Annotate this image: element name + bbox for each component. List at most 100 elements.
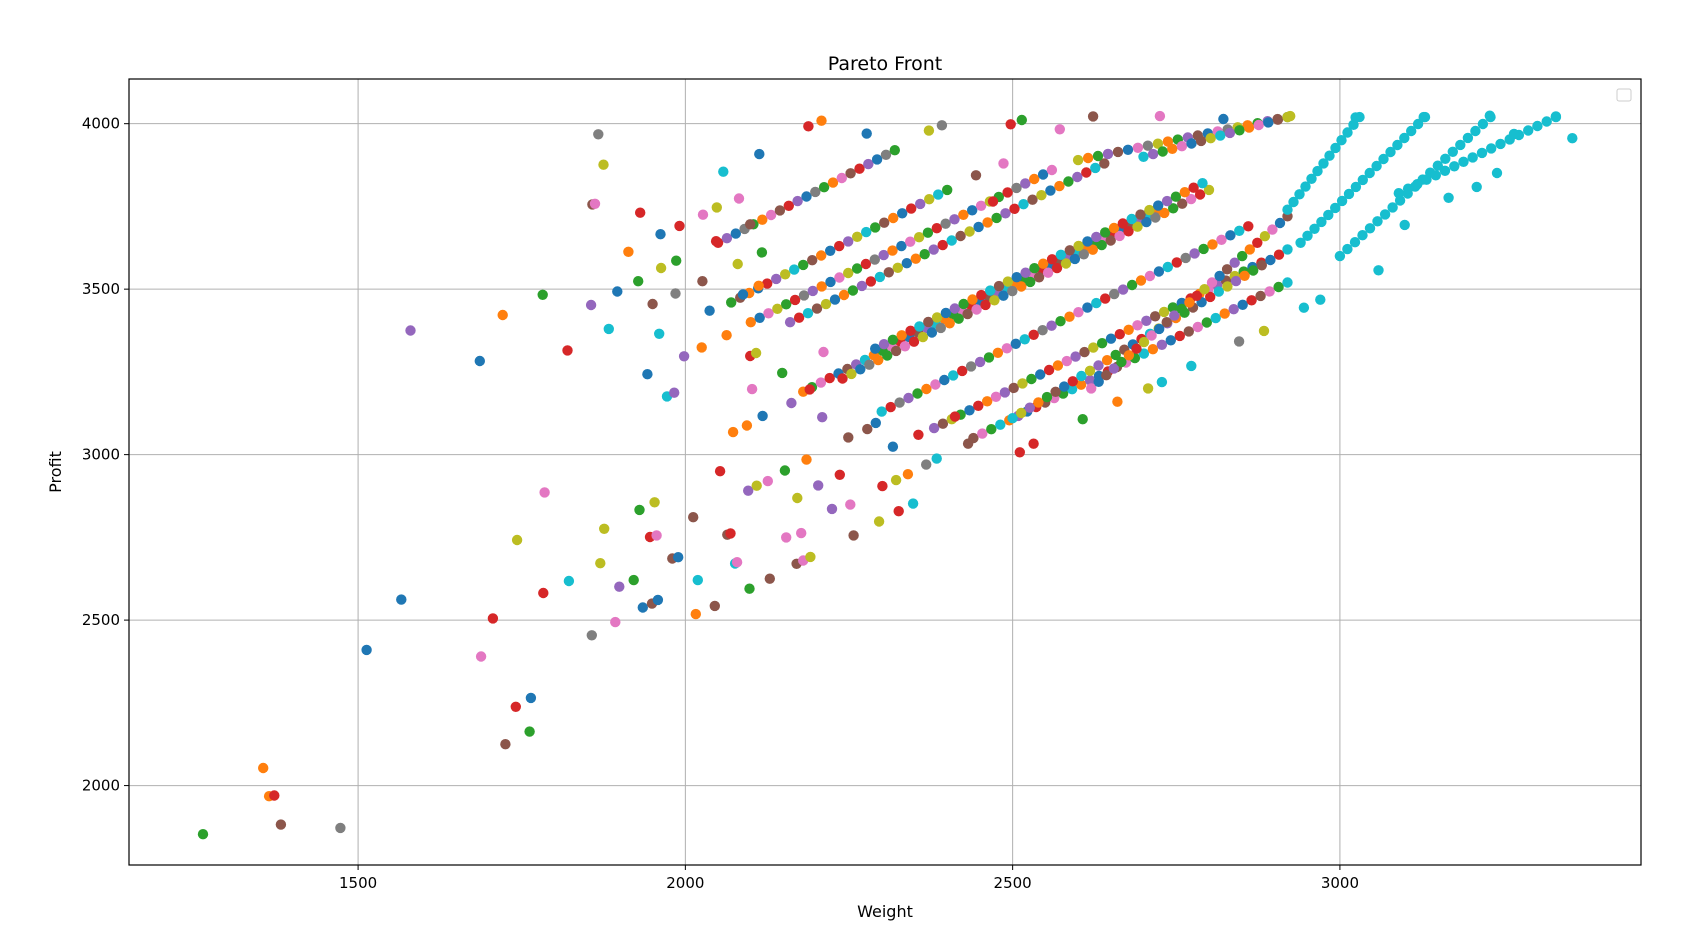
data-point bbox=[870, 343, 881, 354]
data-point bbox=[1455, 139, 1466, 151]
data-point bbox=[970, 170, 982, 181]
data-point bbox=[801, 191, 812, 202]
data-point bbox=[1567, 133, 1578, 144]
data-point bbox=[1016, 407, 1027, 419]
data-point bbox=[889, 145, 900, 156]
data-point bbox=[1267, 224, 1278, 235]
data-point bbox=[1076, 370, 1087, 382]
data-point bbox=[361, 644, 372, 656]
data-point bbox=[1093, 376, 1104, 387]
data-point bbox=[1357, 230, 1368, 241]
data-point bbox=[1144, 204, 1155, 216]
data-point bbox=[1146, 330, 1157, 341]
data-point bbox=[789, 294, 801, 306]
data-point bbox=[1263, 117, 1274, 128]
data-point bbox=[1191, 290, 1203, 301]
data-point bbox=[1027, 194, 1038, 205]
data-point bbox=[1063, 176, 1074, 187]
data-point bbox=[1141, 315, 1152, 326]
data-point bbox=[1412, 179, 1423, 190]
data-point bbox=[1132, 142, 1144, 153]
data-point bbox=[1378, 153, 1389, 165]
data-point bbox=[649, 497, 660, 508]
data-point bbox=[538, 587, 549, 599]
data-point bbox=[982, 217, 993, 228]
data-point bbox=[880, 149, 892, 160]
data-point bbox=[671, 255, 682, 266]
data-point bbox=[718, 166, 729, 177]
data-point bbox=[1041, 391, 1053, 403]
data-point bbox=[1252, 237, 1263, 248]
data-point bbox=[1087, 244, 1099, 255]
data-point bbox=[1371, 160, 1382, 172]
data-point bbox=[1161, 195, 1173, 207]
data-point bbox=[753, 280, 764, 291]
data-point bbox=[1029, 263, 1040, 274]
data-point bbox=[873, 354, 884, 366]
data-point bbox=[1132, 320, 1143, 331]
data-point bbox=[882, 350, 893, 361]
data-point bbox=[964, 226, 975, 237]
data-point bbox=[869, 254, 880, 265]
data-point bbox=[921, 459, 932, 470]
data-point bbox=[1342, 243, 1353, 255]
data-point bbox=[888, 212, 899, 224]
data-point bbox=[757, 410, 768, 422]
data-point bbox=[1306, 173, 1317, 184]
data-point bbox=[999, 387, 1011, 398]
data-point bbox=[585, 299, 597, 311]
data-point bbox=[777, 367, 788, 379]
data-point bbox=[912, 388, 923, 399]
data-point bbox=[784, 317, 796, 328]
data-point bbox=[696, 342, 707, 353]
data-point bbox=[804, 384, 815, 395]
data-point bbox=[709, 600, 720, 612]
data-point bbox=[1158, 306, 1170, 318]
data-point bbox=[923, 316, 934, 328]
data-point bbox=[1016, 114, 1027, 126]
data-point bbox=[1379, 209, 1391, 220]
x-tick-label: 3000 bbox=[1321, 874, 1359, 892]
data-point bbox=[919, 249, 930, 260]
data-point bbox=[1123, 324, 1134, 335]
data-point bbox=[940, 307, 952, 319]
data-point bbox=[825, 276, 836, 288]
data-point bbox=[930, 379, 941, 390]
data-point bbox=[1123, 226, 1134, 237]
data-point bbox=[1399, 219, 1410, 231]
data-point bbox=[1288, 196, 1299, 208]
data-point bbox=[1147, 148, 1159, 160]
data-point bbox=[1224, 127, 1236, 139]
data-point bbox=[654, 328, 665, 339]
data-point bbox=[1075, 379, 1087, 390]
data-point bbox=[998, 158, 1009, 169]
data-point bbox=[1064, 245, 1076, 256]
data-point bbox=[1210, 312, 1221, 324]
data-point bbox=[754, 312, 765, 323]
data-point bbox=[964, 405, 975, 416]
data-point bbox=[845, 168, 856, 179]
data-point bbox=[673, 552, 684, 563]
data-point bbox=[563, 575, 575, 587]
data-point bbox=[1156, 339, 1168, 350]
data-point bbox=[1221, 264, 1233, 275]
data-point bbox=[848, 530, 859, 541]
data-point bbox=[1195, 135, 1207, 147]
data-point bbox=[704, 305, 715, 316]
data-point bbox=[807, 285, 818, 297]
data-point bbox=[917, 331, 929, 343]
data-point bbox=[1350, 181, 1362, 193]
data-point bbox=[1342, 127, 1353, 138]
data-point bbox=[896, 330, 907, 341]
data-point bbox=[1051, 262, 1063, 274]
data-point bbox=[792, 492, 803, 504]
data-point bbox=[1432, 160, 1444, 171]
data-point bbox=[1218, 113, 1229, 125]
y-tick-label: 3000 bbox=[82, 446, 120, 464]
data-point bbox=[1265, 254, 1276, 266]
data-point bbox=[1052, 360, 1064, 371]
data-point bbox=[1135, 209, 1146, 220]
data-point bbox=[1449, 161, 1460, 172]
data-point bbox=[1184, 297, 1195, 308]
